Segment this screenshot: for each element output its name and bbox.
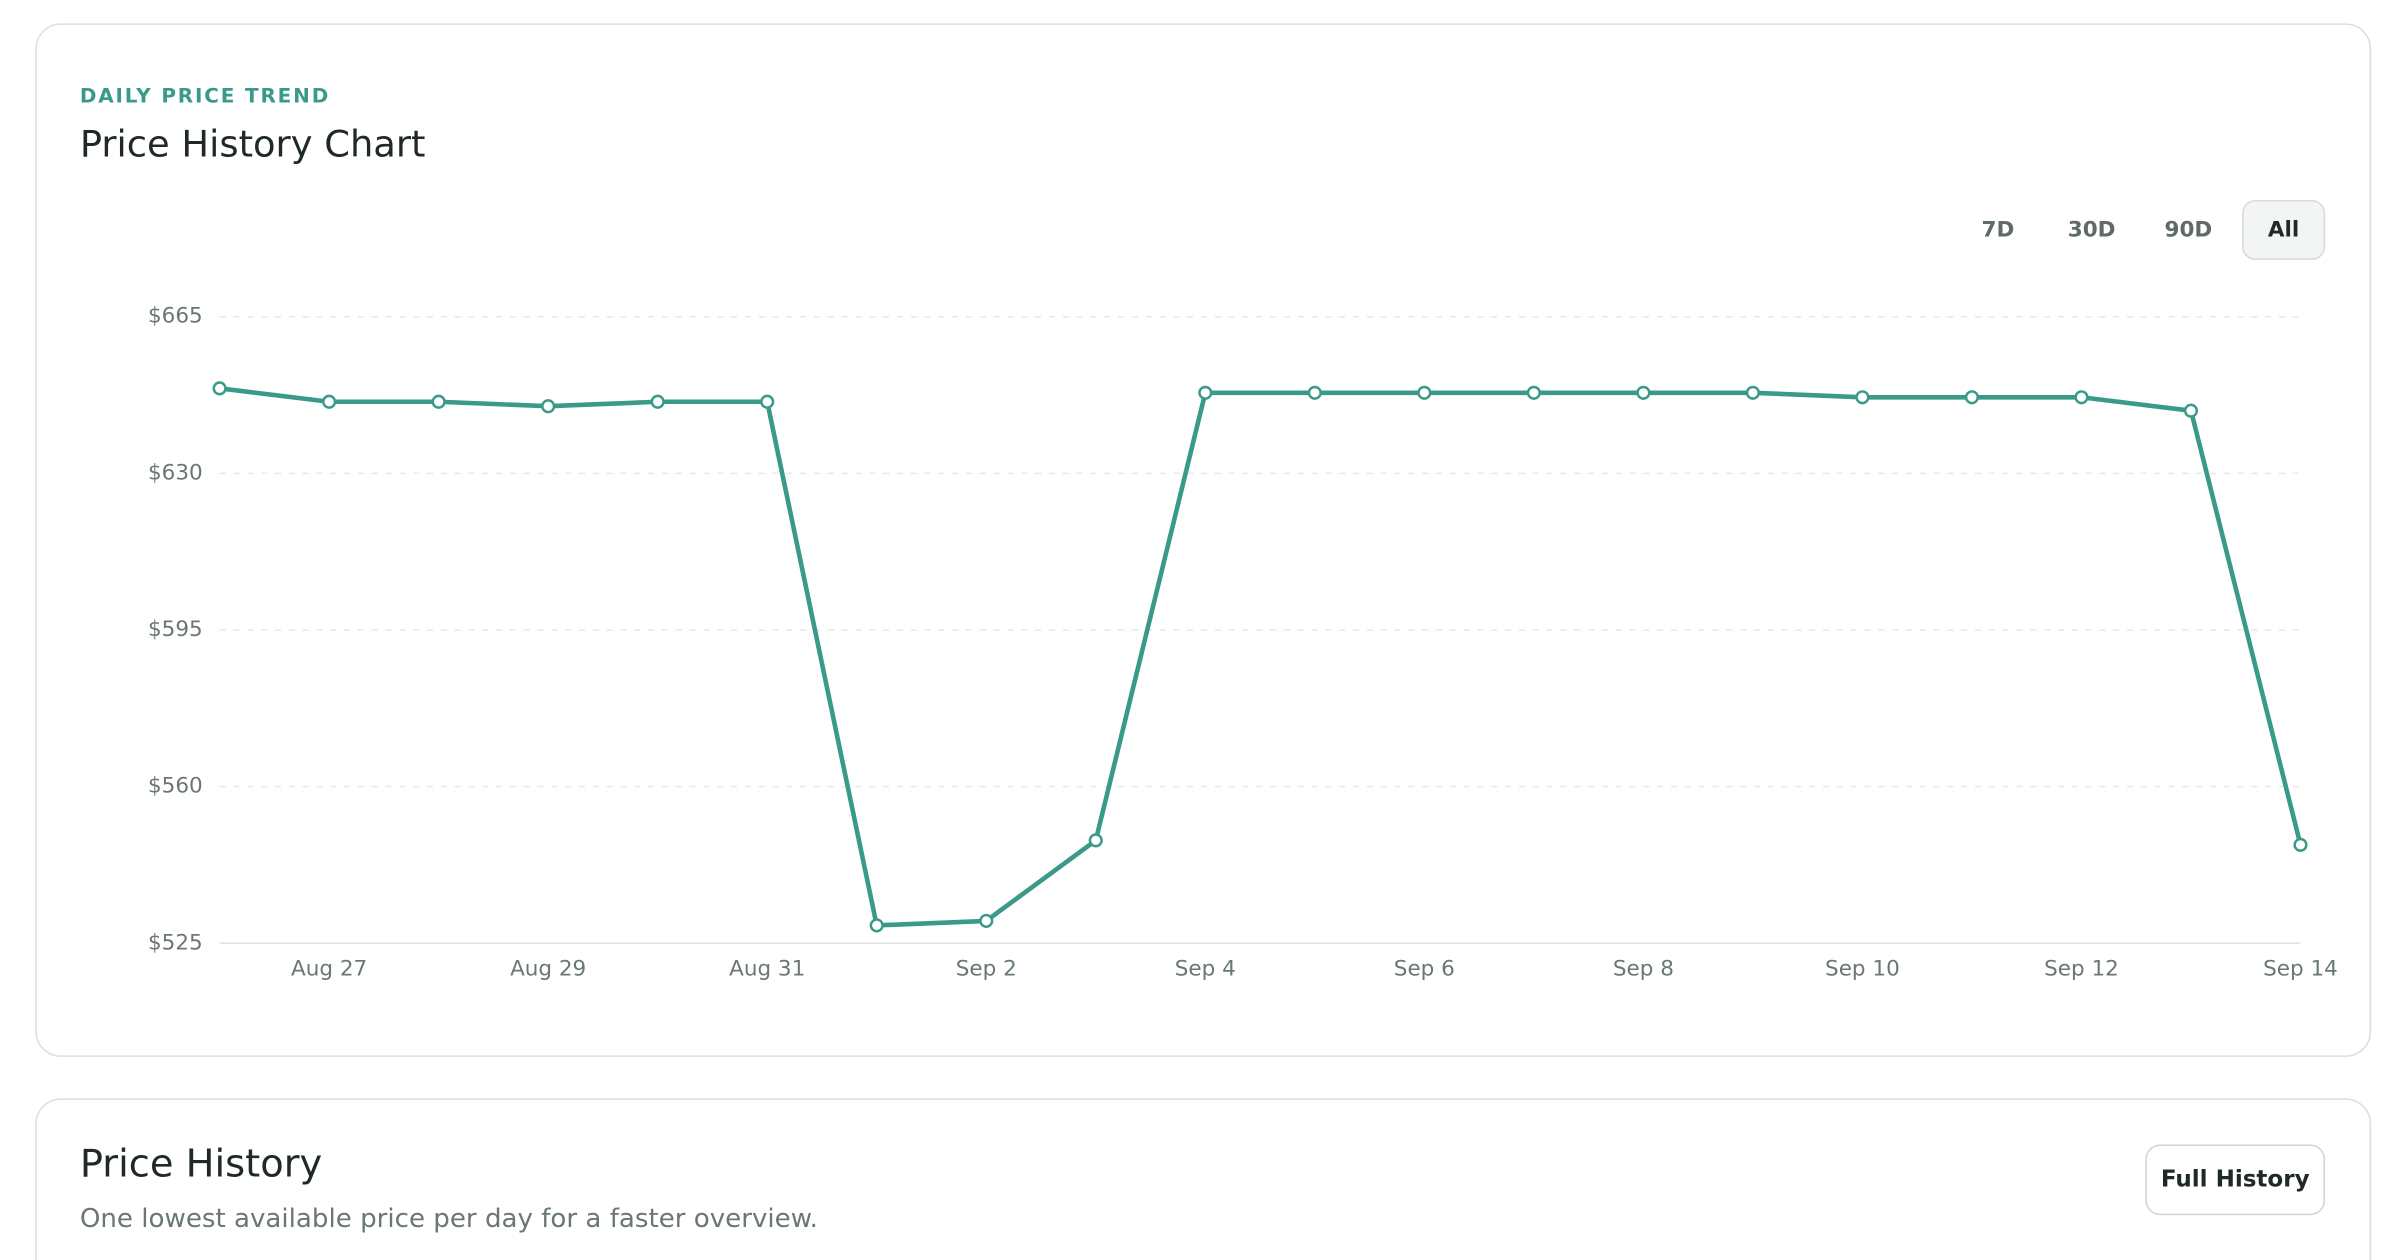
price-point bbox=[650, 394, 665, 409]
price-point bbox=[1636, 385, 1651, 400]
price-point bbox=[979, 913, 994, 928]
price-point bbox=[431, 394, 446, 409]
y-tick-label: $560 bbox=[148, 774, 203, 799]
price-point bbox=[2074, 390, 2089, 405]
full-history-button[interactable] bbox=[2145, 1144, 2326, 1216]
chart-card bbox=[35, 23, 2372, 1057]
eyebrow: DAILY PRICE TREND bbox=[80, 84, 330, 108]
y-tick-label: $630 bbox=[148, 460, 203, 485]
price-point bbox=[322, 394, 337, 409]
chart-title: Price History Chart bbox=[80, 123, 426, 166]
y-tick-label: $525 bbox=[148, 930, 203, 955]
price-line bbox=[219, 386, 2303, 928]
full-history-label[interactable]: Full History bbox=[2161, 1166, 2310, 1192]
price-point bbox=[1526, 385, 1541, 400]
x-tick-label: Sep 6 bbox=[1394, 956, 1455, 981]
price-point bbox=[2183, 403, 2199, 418]
price-point bbox=[1745, 385, 1760, 400]
range-button-label[interactable]: 90D bbox=[2165, 218, 2213, 243]
x-tick-label: Sep 8 bbox=[1613, 956, 1674, 981]
price-point bbox=[212, 381, 227, 396]
price-point bbox=[1307, 385, 1322, 400]
section-subtitle: One lowest available price per day for a… bbox=[80, 1204, 818, 1234]
price-point bbox=[1088, 833, 1103, 848]
price-point bbox=[1964, 390, 1980, 405]
price-point bbox=[869, 918, 884, 933]
range-button-label[interactable]: 7D bbox=[1982, 218, 2015, 243]
price-point bbox=[541, 399, 556, 414]
range-button-label[interactable]: 30D bbox=[2068, 218, 2116, 243]
price-point bbox=[1855, 390, 1870, 405]
history-card bbox=[35, 1098, 2372, 1260]
x-tick-label: Sep 4 bbox=[1175, 956, 1236, 981]
x-tick-label: Aug 29 bbox=[510, 956, 586, 981]
x-tick-label: Aug 31 bbox=[729, 956, 805, 981]
price-point bbox=[760, 394, 775, 409]
price-point bbox=[1417, 385, 1432, 400]
x-tick-label: Sep 12 bbox=[2044, 956, 2119, 981]
price-point bbox=[2293, 837, 2308, 852]
section-title: Price History bbox=[80, 1141, 322, 1186]
range-button[interactable] bbox=[2242, 200, 2326, 260]
x-tick-label: Aug 27 bbox=[291, 956, 367, 981]
y-tick-label: $595 bbox=[148, 617, 203, 642]
range-button-label[interactable]: All bbox=[2268, 218, 2299, 243]
x-tick-label: Sep 10 bbox=[1825, 956, 1900, 981]
x-tick-label: Sep 14 bbox=[2263, 956, 2338, 981]
price-point bbox=[1198, 385, 1213, 400]
x-tick-label: Sep 2 bbox=[956, 956, 1017, 981]
y-tick-label: $665 bbox=[148, 304, 203, 329]
